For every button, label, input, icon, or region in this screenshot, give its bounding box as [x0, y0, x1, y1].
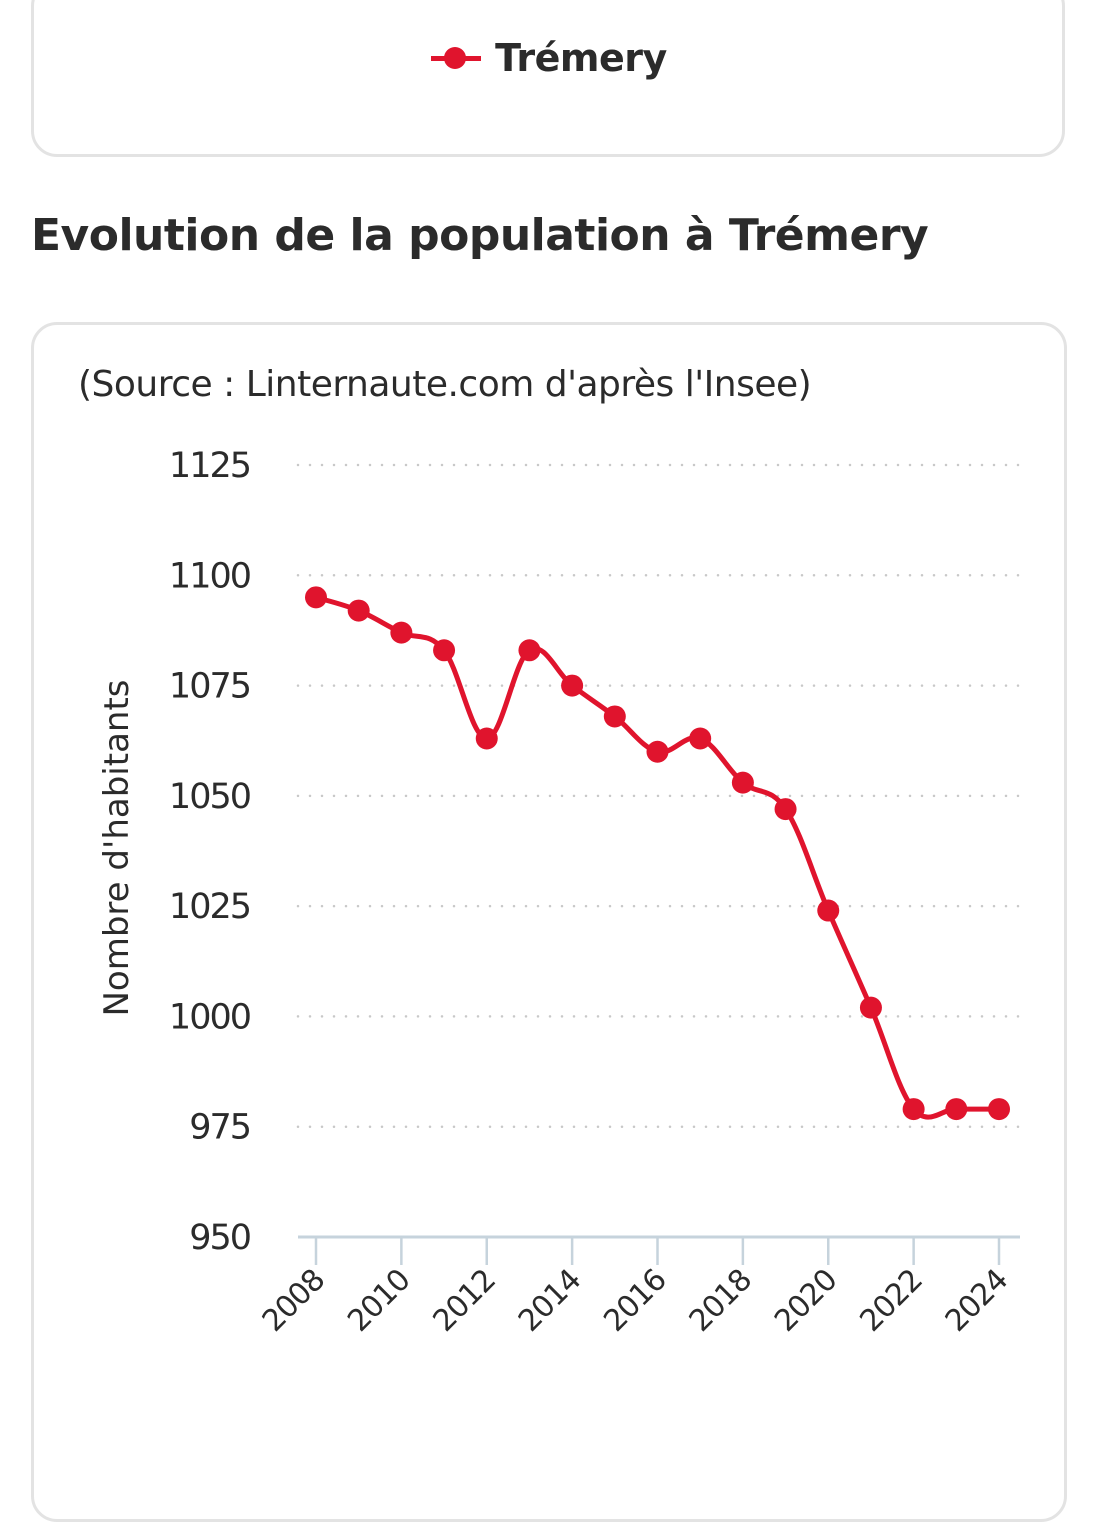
- data-point-2024[interactable]: [988, 1098, 1010, 1121]
- data-point-2019[interactable]: [774, 798, 797, 821]
- x-axis: 2008 2010 2012 2014 2016 2018 2020 2022 2024: [256, 1235, 1020, 1339]
- y-tick-label: 1100: [169, 556, 250, 596]
- data-point-2009[interactable]: [347, 599, 370, 622]
- legend-label[interactable]: Trémery: [495, 36, 667, 80]
- chart-source: (Source : Linternaute.com d'après l'Inse…: [78, 364, 812, 405]
- series-line: [315, 594, 999, 1120]
- data-point-2020[interactable]: [817, 899, 840, 922]
- y-tick-label: 950: [189, 1218, 250, 1258]
- y-tick-label: 975: [189, 1108, 250, 1148]
- x-tick-label: 2014: [512, 1263, 588, 1339]
- legend-line-marker-icon: [431, 46, 482, 70]
- legend-card: [31, 0, 1065, 157]
- x-tick-label: 2018: [683, 1263, 759, 1339]
- y-tick-label: 1050: [169, 777, 250, 817]
- data-point-2023[interactable]: [945, 1098, 968, 1121]
- data-point-2010[interactable]: [390, 621, 413, 644]
- data-point-2022[interactable]: [902, 1098, 925, 1121]
- data-point-2013[interactable]: [518, 639, 541, 662]
- x-tick-label: 2016: [597, 1263, 673, 1339]
- data-point-2016[interactable]: [646, 740, 669, 763]
- data-point-2011[interactable]: [433, 639, 456, 662]
- series-trémery: [305, 586, 1010, 1121]
- chart-card: [31, 322, 1067, 1522]
- y-tick-label: 1125: [169, 446, 250, 486]
- chart-legend: Trémery: [0, 36, 1098, 80]
- x-tick-label: 2008: [256, 1263, 332, 1339]
- gridlines: [296, 463, 1022, 1128]
- data-point-2012[interactable]: [475, 727, 498, 750]
- y-axis-label: Nombre d'habitants: [97, 680, 137, 1017]
- x-tick-label: 2024: [939, 1263, 1015, 1339]
- data-point-2021[interactable]: [859, 996, 882, 1019]
- x-tick-label: 2020: [768, 1263, 844, 1339]
- legend-dot: [444, 47, 467, 69]
- y-axis-ticks: 950 975 1000 1025 1050 1075 1100 1125: [169, 446, 252, 1258]
- data-point-2008[interactable]: [305, 586, 327, 609]
- data-point-2017[interactable]: [689, 727, 712, 750]
- y-tick-label: 1025: [169, 887, 250, 927]
- x-tick-label: 2022: [853, 1263, 929, 1339]
- section-title: Evolution de la population à Trémery: [31, 210, 929, 261]
- y-tick-label: 1000: [169, 997, 250, 1037]
- data-point-2015[interactable]: [603, 705, 626, 728]
- x-tick-label: 2010: [341, 1263, 417, 1339]
- data-point-2018[interactable]: [731, 771, 754, 794]
- x-tick-label: 2012: [426, 1263, 502, 1339]
- data-point-2014[interactable]: [561, 674, 584, 697]
- y-tick-label: 1075: [169, 667, 250, 707]
